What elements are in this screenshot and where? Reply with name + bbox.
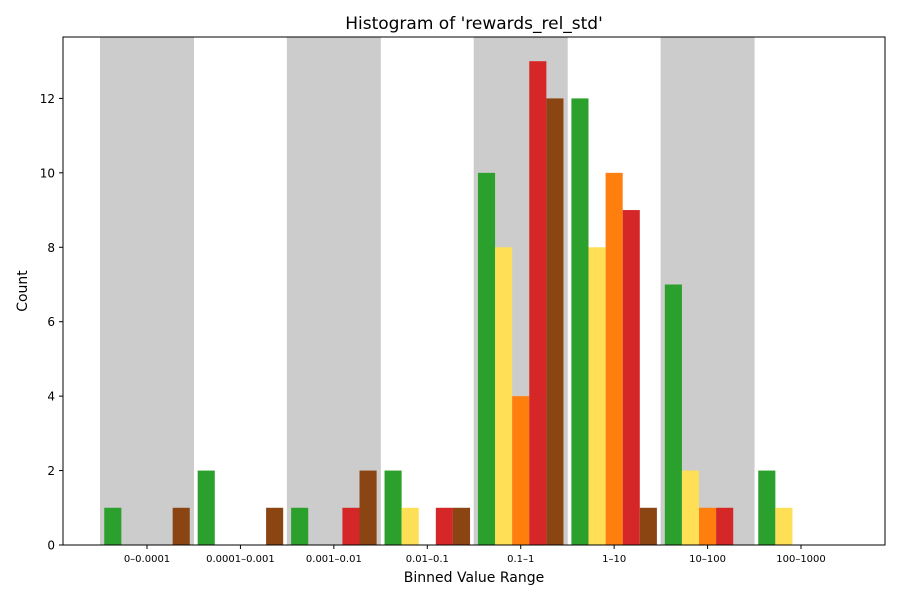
bar bbox=[605, 172, 623, 545]
x-tick-label: 0–0.0001 bbox=[124, 554, 170, 565]
category-band bbox=[286, 37, 381, 545]
y-tick-label: 8 bbox=[47, 241, 55, 255]
bar bbox=[622, 210, 640, 546]
bar bbox=[571, 98, 589, 545]
bar bbox=[104, 507, 122, 545]
bar bbox=[359, 470, 377, 545]
x-tick-label: 1–10 bbox=[602, 554, 626, 565]
bar bbox=[758, 470, 776, 545]
y-axis: 0 2 4 6 8 10 12 bbox=[40, 92, 63, 553]
bar bbox=[477, 172, 496, 545]
y-tick-label: 6 bbox=[47, 315, 55, 329]
bar bbox=[384, 470, 402, 545]
bar bbox=[512, 396, 530, 545]
bar bbox=[529, 61, 547, 545]
x-axis: 0–0.0001 0.0001–0.001 0.001–0.01 0.01–0.1 0.… bbox=[124, 545, 826, 565]
bar bbox=[699, 507, 717, 545]
y-axis-label: Count bbox=[15, 270, 31, 312]
bar bbox=[172, 507, 190, 545]
bar bbox=[588, 247, 606, 545]
bar bbox=[291, 507, 309, 545]
x-tick-label: 0.0001–0.001 bbox=[206, 554, 275, 565]
x-axis-label: Binned Value Range bbox=[404, 570, 544, 586]
y-tick-label: 10 bbox=[40, 166, 55, 180]
bar bbox=[775, 507, 793, 545]
y-tick-label: 2 bbox=[47, 464, 55, 478]
x-tick-label: 0.1–1 bbox=[507, 554, 534, 565]
bar bbox=[495, 247, 513, 545]
x-tick-label: 100–1000 bbox=[776, 554, 826, 565]
plot-frame bbox=[62, 36, 886, 546]
bar bbox=[342, 507, 360, 545]
bar bbox=[435, 507, 453, 545]
bar bbox=[401, 507, 419, 545]
bars-group bbox=[104, 61, 793, 546]
y-tick-label: 12 bbox=[40, 92, 55, 106]
bar bbox=[266, 507, 284, 545]
bar bbox=[452, 507, 471, 545]
x-tick-label: 0.01–0.1 bbox=[406, 554, 449, 565]
bar bbox=[664, 284, 682, 545]
bar bbox=[681, 470, 700, 545]
x-tick-label: 0.001–0.01 bbox=[306, 554, 362, 565]
bar bbox=[716, 507, 734, 545]
category-bands bbox=[100, 37, 755, 545]
category-band bbox=[100, 37, 194, 545]
chart-title: Histogram of 'rewards_rel_std' bbox=[345, 14, 603, 34]
x-tick-label: 10–100 bbox=[689, 554, 726, 565]
bar bbox=[546, 98, 564, 545]
y-tick-label: 0 bbox=[47, 539, 55, 553]
bar bbox=[197, 470, 215, 545]
bar bbox=[639, 507, 657, 545]
y-tick-label: 4 bbox=[47, 390, 55, 404]
